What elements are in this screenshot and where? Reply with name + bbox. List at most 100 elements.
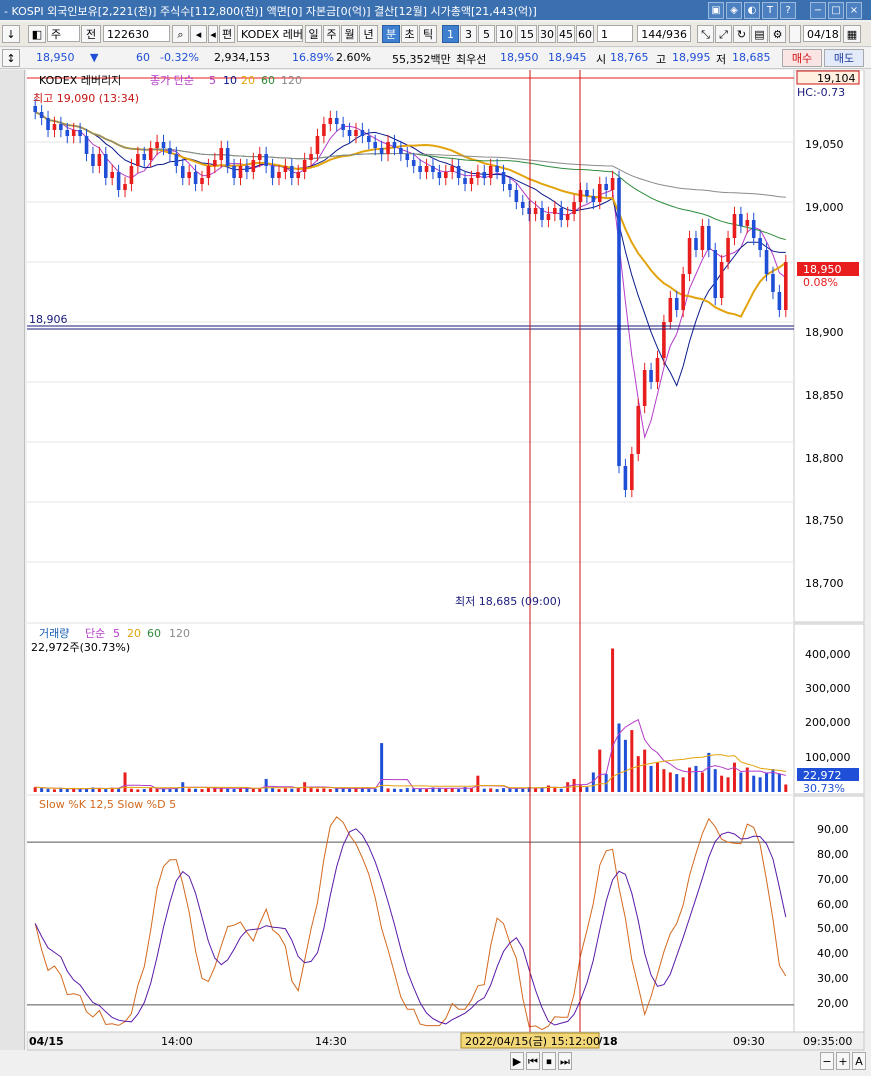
volume-bar (315, 788, 319, 792)
count-field[interactable]: 144/936 (637, 25, 691, 42)
auto-button[interactable]: A (852, 1052, 866, 1070)
close-icon[interactable]: × (846, 2, 862, 19)
buy-button[interactable]: 매수 (782, 49, 822, 67)
compress-icon[interactable]: ⤢ (715, 25, 732, 43)
volume-bar (194, 788, 198, 792)
price-tick-label: 19,000 (805, 201, 844, 214)
date-checkbox[interactable] (789, 25, 801, 43)
period-month[interactable]: 월 (341, 25, 358, 43)
volume-bar (251, 788, 255, 792)
volume-bar (206, 788, 210, 792)
type-select[interactable]: 주 (47, 25, 80, 42)
volume-bar (450, 788, 454, 792)
period-year[interactable]: 년 (359, 25, 378, 43)
interval-1[interactable]: 1 (442, 25, 459, 43)
code-input[interactable]: 122630 (103, 25, 170, 42)
stoch-legend: Slow %K 12,5 Slow %D 5 (39, 798, 176, 811)
maximize-icon[interactable]: □ (828, 2, 844, 19)
interval-30[interactable]: 30 (538, 25, 556, 43)
candle (84, 136, 89, 154)
last-button[interactable]: ⏭ (558, 1052, 572, 1070)
name-field[interactable]: KODEX 레버 (237, 25, 303, 42)
arrow-down-icon[interactable]: ↓ (2, 25, 20, 43)
volume-bar (354, 788, 358, 792)
top-label: 19,104 (817, 72, 856, 85)
price-tick-label: 19,050 (805, 138, 844, 151)
left-toolstrip[interactable] (0, 70, 25, 1050)
play-button[interactable]: ▶ (510, 1052, 524, 1070)
volume-bar (277, 789, 281, 792)
period-week[interactable]: 주 (323, 25, 340, 43)
cur-pct-label: 0.08% (803, 276, 838, 289)
candle (52, 124, 57, 130)
high-value: 18,995 (672, 51, 711, 64)
help-icon[interactable]: ? (780, 2, 796, 19)
text-icon[interactable]: T (762, 2, 778, 19)
interval-input[interactable]: 1 (597, 25, 633, 42)
date-field[interactable]: 04/18 (803, 25, 841, 42)
volume-bar (104, 789, 108, 792)
quote-amount: 55,352백만 (392, 53, 451, 66)
interval-10[interactable]: 10 (496, 25, 516, 43)
volume-bar (611, 648, 615, 792)
cur-price-box (797, 262, 859, 276)
price-legend-10: 10 (223, 74, 237, 87)
candle (719, 262, 724, 298)
price-legend-120: 120 (281, 74, 302, 87)
price-axis-ticks: 19,050 19,000 18,900 18,850 18,800 18,75… (805, 138, 844, 590)
candle (418, 166, 422, 172)
candle (687, 238, 692, 274)
candle (623, 466, 628, 490)
volume-bar (348, 788, 352, 792)
volume-ma5 (35, 718, 786, 790)
volume-bar (765, 772, 769, 792)
chart-area[interactable]: KODEX 레버리지 종가 단순 5 10 20 60 120 최고 19,09… (26, 69, 871, 1073)
prev-icon[interactable]: ◂ (208, 25, 218, 43)
slow-k-line (34, 816, 787, 1031)
volume-bar (726, 777, 730, 792)
interval-5[interactable]: 5 (478, 25, 495, 43)
gear-icon[interactable]: ⚙ (769, 25, 786, 43)
period-minute[interactable]: 분 (382, 25, 400, 43)
candle (662, 322, 666, 358)
candle (206, 166, 211, 178)
cur-price-label: 18,950 (803, 263, 842, 276)
sell-button[interactable]: 매도 (824, 49, 864, 67)
volume-bar (85, 789, 89, 792)
volume-bar (392, 788, 396, 792)
volume-bar (412, 788, 416, 792)
volume-bar (117, 788, 121, 792)
candle (443, 172, 448, 178)
interval-60[interactable]: 60 (576, 25, 594, 43)
arrow-icon[interactable]: ↕ (2, 49, 20, 67)
volume-bar (46, 788, 50, 792)
period-second[interactable]: 초 (401, 25, 418, 43)
chart-menu-icon[interactable]: ◧ (28, 25, 46, 43)
stop-button[interactable]: ⏹ (542, 1052, 556, 1070)
first-button[interactable]: ⏮ (526, 1052, 540, 1070)
zoom-out-button[interactable]: − (820, 1052, 834, 1070)
layout-icon[interactable]: ◈ (726, 2, 742, 19)
volume-bar (232, 789, 236, 792)
speaker-icon[interactable]: ◂ (190, 25, 207, 43)
period-day[interactable]: 일 (305, 25, 322, 43)
palette-icon[interactable]: ◐ (744, 2, 760, 19)
interval-45[interactable]: 45 (557, 25, 575, 43)
save-icon[interactable]: ▤ (751, 25, 768, 43)
calendar-icon[interactable]: ▦ (843, 25, 861, 43)
search-icon[interactable]: ⌕ (172, 25, 189, 43)
zoom-in-button[interactable]: + (836, 1052, 850, 1070)
link-icon[interactable]: ▣ (708, 2, 724, 19)
expand-icon[interactable]: ⤡ (697, 25, 714, 43)
minimize-icon[interactable]: − (810, 2, 826, 19)
refresh-icon[interactable]: ↻ (733, 25, 750, 43)
period-tick[interactable]: 틱 (419, 25, 437, 43)
candle (514, 190, 519, 202)
volume-bar (572, 778, 576, 792)
interval-3[interactable]: 3 (460, 25, 477, 43)
volume-bar (553, 788, 557, 792)
interval-15[interactable]: 15 (517, 25, 537, 43)
volume-bar (527, 787, 531, 792)
candle (630, 454, 634, 490)
mode-button[interactable]: 전 (81, 25, 101, 43)
